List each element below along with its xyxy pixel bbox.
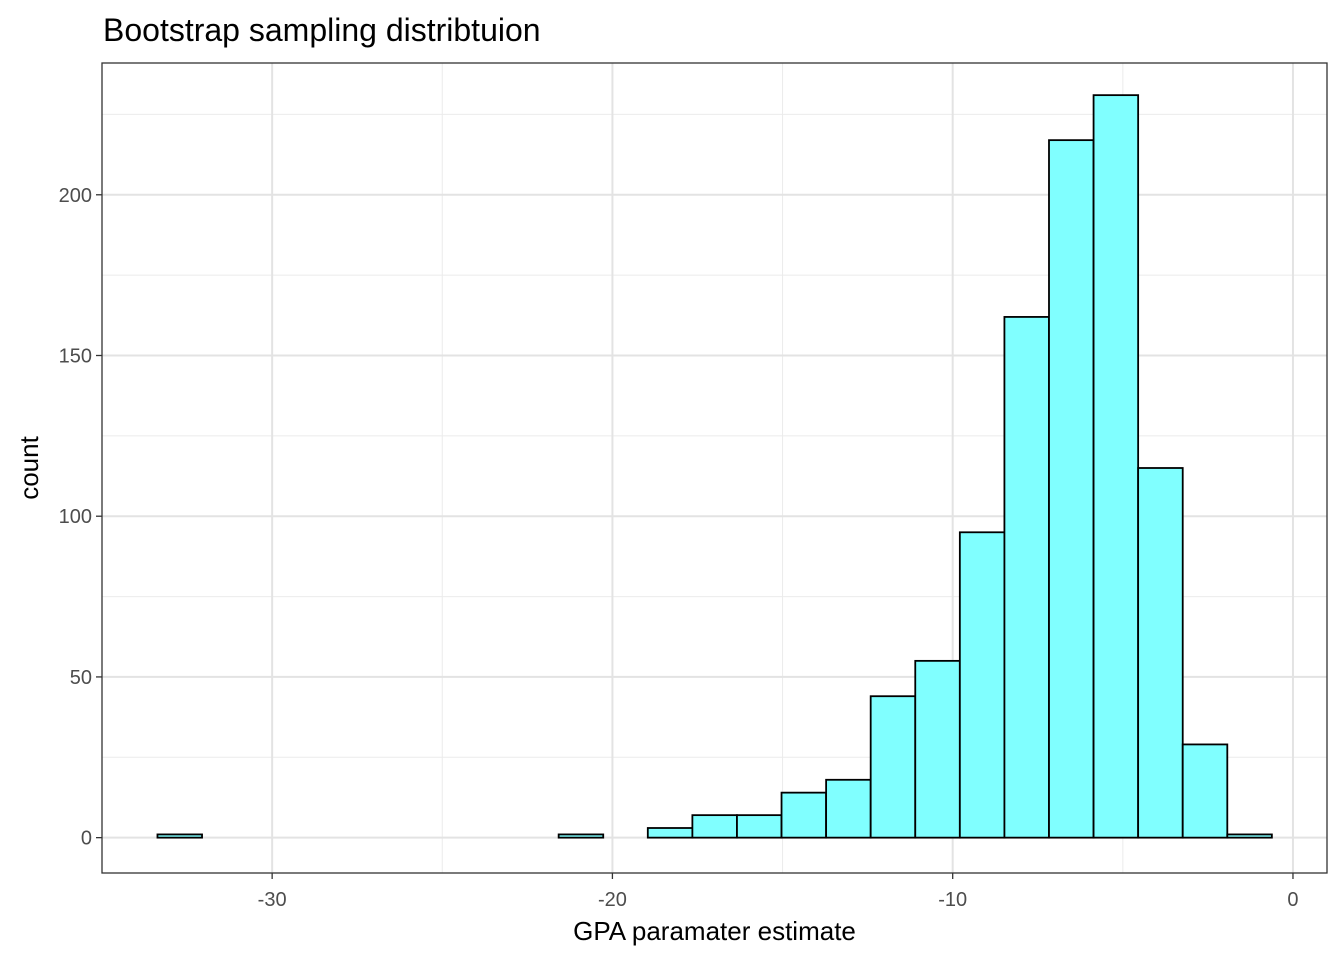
- y-tick-label: 200: [59, 185, 92, 207]
- histogram-bar: [557, 833, 605, 839]
- y-tick-label: 150: [59, 346, 92, 368]
- x-tick-label: -20: [598, 889, 627, 911]
- x-tick-label: -10: [938, 889, 967, 911]
- histogram-bar: [691, 814, 738, 839]
- histogram-bar: [646, 827, 694, 839]
- histogram-bar: [958, 531, 1006, 839]
- plot-panel-border: [101, 62, 1328, 874]
- x-axis-title: GPA paramater estimate: [573, 916, 856, 946]
- y-axis-title: count: [14, 435, 44, 499]
- chart-title: Bootstrap sampling distribtuion: [103, 12, 541, 48]
- y-tick-label: 0: [81, 828, 92, 850]
- y-axis-ticks: 0 50 100 150 200: [59, 185, 102, 850]
- x-tick-label: -30: [258, 889, 287, 911]
- x-axis-ticks: -30 -20 -10 0: [258, 873, 1299, 911]
- histogram-bar: [780, 791, 828, 839]
- histogram-bar: [1003, 316, 1050, 839]
- histogram-bar: [1181, 743, 1229, 839]
- histogram-bar: [736, 814, 783, 839]
- histogram-bar: [825, 778, 872, 839]
- histogram-bar: [1226, 833, 1273, 839]
- histogram-bar: [914, 659, 961, 839]
- histogram-bar: [1137, 467, 1184, 839]
- y-tick-label: 50: [70, 667, 92, 689]
- histogram-bar: [1092, 94, 1140, 839]
- x-tick-label: 0: [1287, 889, 1298, 911]
- histogram-bar: [869, 695, 917, 839]
- y-tick-label: 100: [59, 506, 92, 528]
- histogram-bars: [156, 94, 1273, 839]
- histogram-bar: [156, 833, 203, 839]
- histogram-bar: [1048, 139, 1095, 839]
